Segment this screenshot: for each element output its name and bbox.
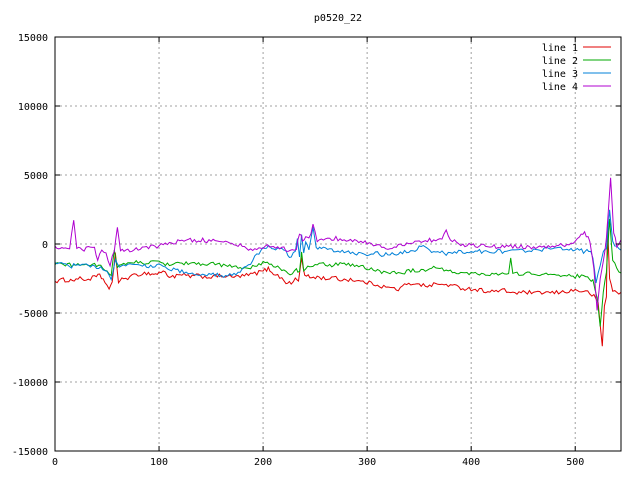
y-tick-label: 0 <box>42 240 48 251</box>
y-tick-label: 5000 <box>24 171 48 182</box>
series-line-1 <box>54 221 622 347</box>
x-tick-label: 0 <box>52 457 58 468</box>
legend-label-line-4: line 4 <box>542 82 578 93</box>
y-tick-label: 15000 <box>18 33 48 44</box>
x-tick-label: 100 <box>150 457 168 468</box>
y-tick-label: -15000 <box>12 447 48 458</box>
y-tick-label: -5000 <box>18 309 48 320</box>
y-tick-label: -10000 <box>12 378 48 389</box>
x-tick-label: 500 <box>566 457 584 468</box>
series-line-2 <box>54 218 622 327</box>
legend-label-line-2: line 2 <box>542 56 578 67</box>
x-tick-label: 200 <box>254 457 272 468</box>
x-tick-label: 300 <box>358 457 376 468</box>
chart-title: p0520_22 <box>314 13 362 24</box>
x-tick-label: 400 <box>462 457 480 468</box>
legend-label-line-3: line 3 <box>542 69 578 80</box>
series-line-4 <box>54 177 622 311</box>
y-tick-label: 10000 <box>18 102 48 113</box>
series-line-3 <box>54 209 622 284</box>
legend-label-line-1: line 1 <box>542 43 578 54</box>
